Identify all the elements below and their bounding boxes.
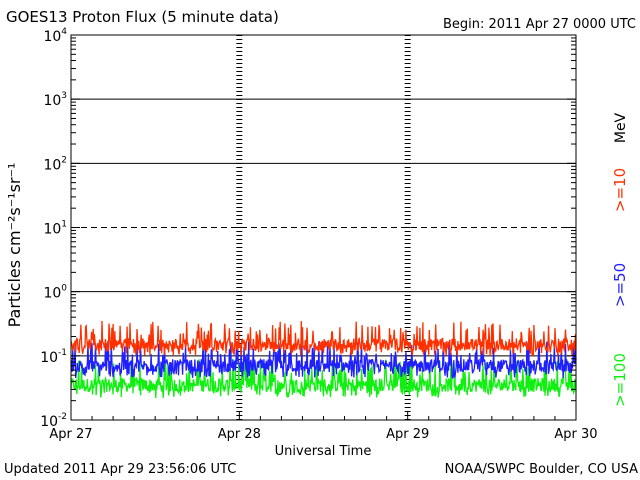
- plot-area: 10-2 10-1 100 101 102 103 104 Apr 27 Apr 28 Apr 2…: [40, 27, 597, 442]
- legend-ge50: >=50: [611, 263, 629, 307]
- series-line-10: [70, 320, 577, 356]
- x-tick-label-2: Apr 29: [386, 427, 429, 442]
- y-axis-label: Particles cm⁻²s⁻¹sr⁻¹: [5, 163, 24, 328]
- chart-title: GOES13 Proton Flux (5 minute data): [6, 8, 279, 26]
- y-tick-label-2: 100: [43, 284, 67, 302]
- begin-time: Begin: 2011 Apr 27 0000 UTC: [443, 17, 636, 32]
- y-tick-label-0: 10-2: [40, 412, 67, 430]
- legend-ge100: >=100: [611, 353, 629, 407]
- credit-text: NOAA/SWPC Boulder, CO USA: [445, 462, 638, 477]
- x-tick-label-1: Apr 28: [218, 427, 261, 442]
- y-tick-label-5: 103: [43, 91, 67, 109]
- y-tick-label-3: 101: [43, 220, 67, 238]
- legend-ge10: >=10: [611, 168, 629, 212]
- series-line-100: [70, 358, 577, 399]
- unit-label: MeV: [613, 112, 629, 143]
- y-tick-label-1: 10-1: [40, 348, 67, 366]
- x-tick-label-0: Apr 27: [49, 427, 92, 442]
- series-line-50: [70, 341, 577, 380]
- updated-text: Updated 2011 Apr 29 23:56:06 UTC: [4, 462, 236, 477]
- x-tick-label-3: Apr 30: [554, 427, 597, 442]
- x-axis-label: Universal Time: [275, 444, 372, 459]
- y-tick-label-6: 104: [43, 27, 67, 45]
- y-tick-label-4: 102: [43, 155, 67, 173]
